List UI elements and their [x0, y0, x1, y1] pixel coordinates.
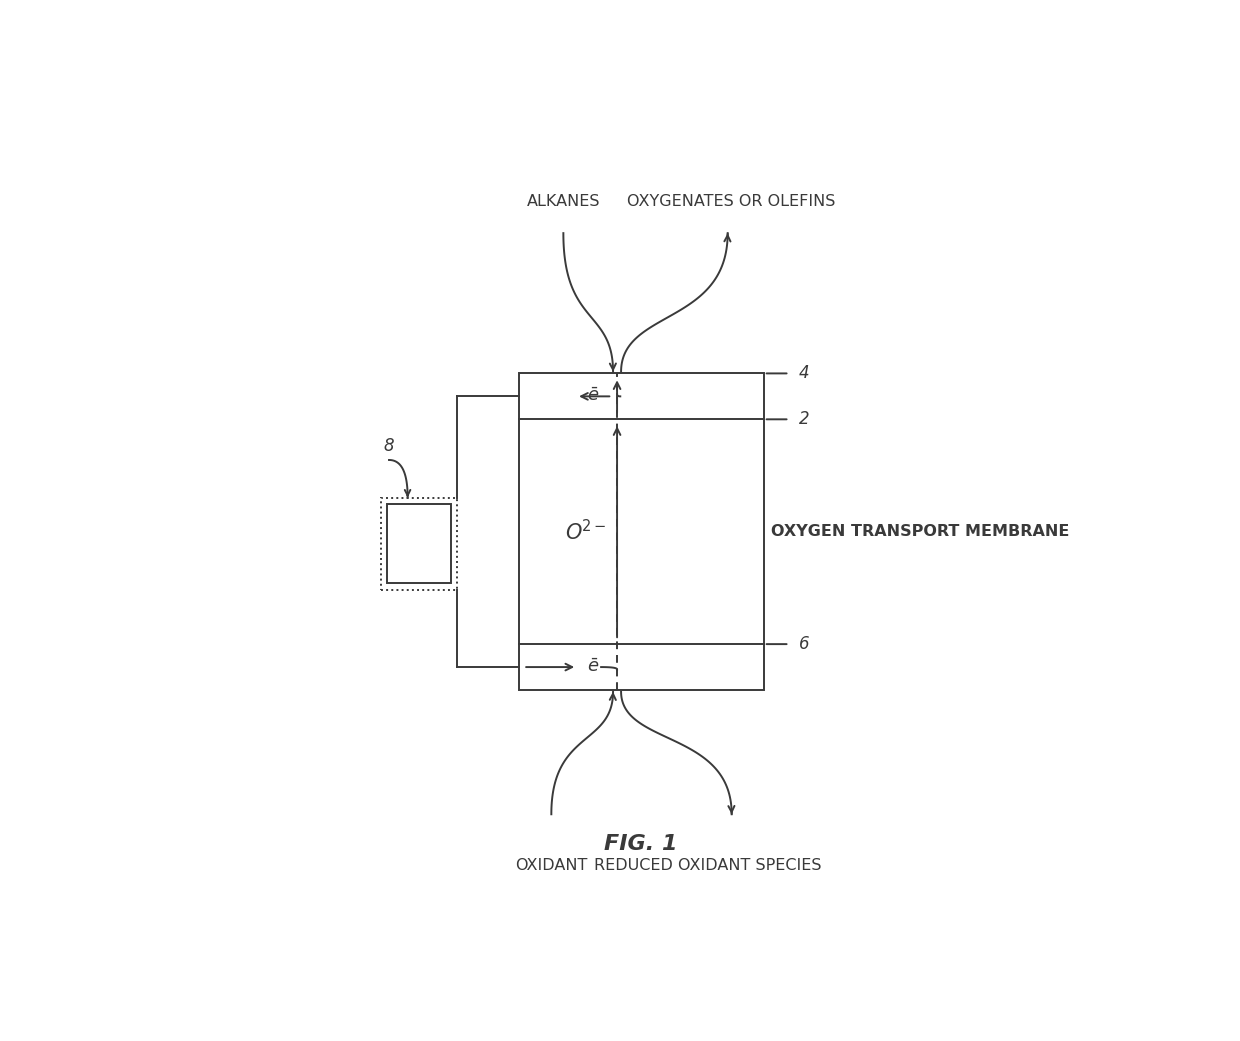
Text: $\bar{e}$: $\bar{e}$	[588, 658, 600, 676]
Text: OXYGEN TRANSPORT MEMBRANE: OXYGEN TRANSPORT MEMBRANE	[771, 525, 1069, 539]
Text: 4: 4	[799, 364, 810, 382]
Text: O$^{2-}$: O$^{2-}$	[564, 519, 606, 544]
Bar	[520, 374, 764, 690]
Text: 6: 6	[799, 635, 810, 653]
Text: FIG. 1: FIG. 1	[604, 834, 678, 855]
Text: $\bar{e}$: $\bar{e}$	[588, 387, 600, 405]
Bar	[387, 504, 450, 583]
Text: OXYGENATES OR OLEFINS: OXYGENATES OR OLEFINS	[627, 194, 836, 209]
Text: 2: 2	[799, 410, 810, 428]
Text: OXIDANT: OXIDANT	[515, 859, 588, 873]
Text: ALKANES: ALKANES	[527, 194, 600, 209]
Bar	[381, 498, 458, 590]
Text: REDUCED OXIDANT SPECIES: REDUCED OXIDANT SPECIES	[594, 859, 821, 873]
Text: 8: 8	[383, 436, 394, 455]
